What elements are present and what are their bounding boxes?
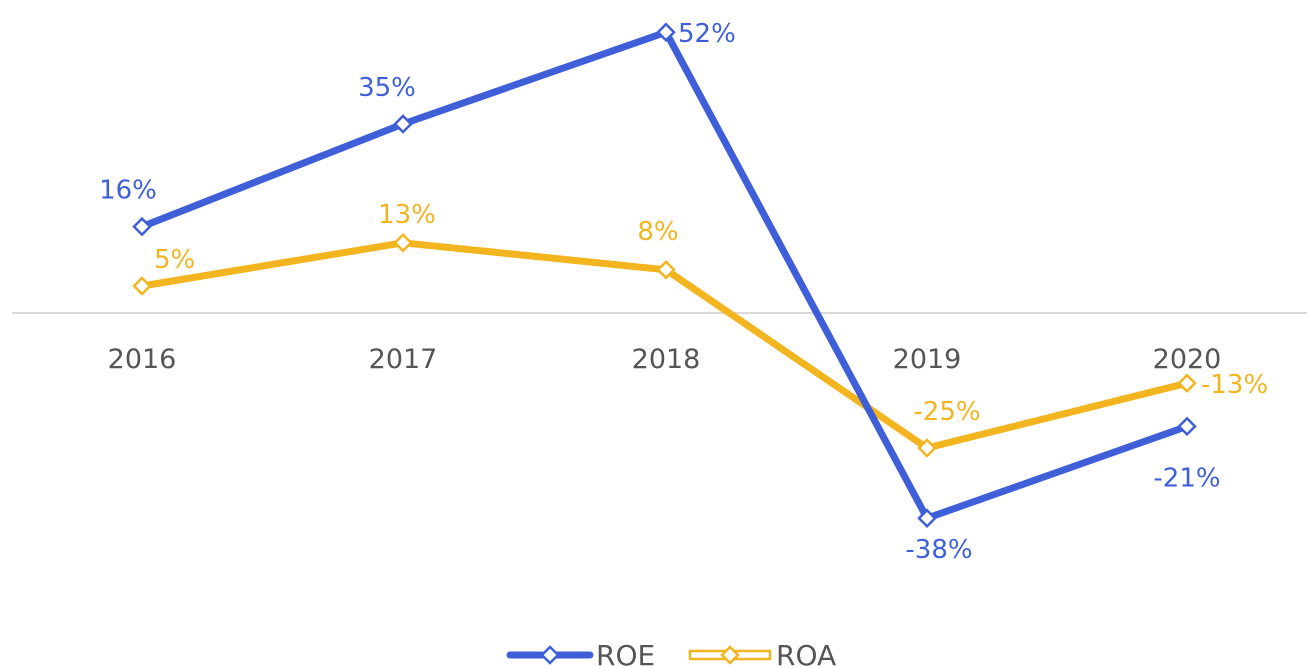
data-point-marker bbox=[917, 438, 937, 458]
legend: ROE ROA bbox=[506, 639, 836, 668]
legend-item-roe: ROE bbox=[506, 639, 655, 668]
legend-marker bbox=[540, 645, 560, 665]
x-tick-label: 2018 bbox=[632, 344, 701, 375]
data-label-roa: 13% bbox=[378, 200, 436, 230]
data-label-roe: 35% bbox=[358, 73, 416, 103]
data-label-roa: 8% bbox=[637, 217, 678, 247]
data-label-roe: -38% bbox=[905, 535, 972, 565]
data-point-marker bbox=[132, 216, 152, 237]
x-tick-label: 2016 bbox=[108, 344, 177, 375]
data-point-marker bbox=[656, 22, 676, 42]
series-markers bbox=[132, 22, 1197, 528]
data-labels: 16% 35% 52% -38% -21% 5% 13% 8% -25% -13% bbox=[99, 19, 1268, 565]
legend-label: ROE bbox=[596, 639, 655, 668]
data-label-roa: 5% bbox=[154, 245, 195, 275]
data-label-roe: 52% bbox=[678, 19, 736, 49]
legend-item-roa: ROA bbox=[688, 639, 836, 668]
data-point-marker bbox=[1177, 373, 1197, 393]
data-point-marker bbox=[1177, 416, 1197, 437]
data-point-marker bbox=[132, 276, 152, 296]
data-point-marker bbox=[656, 260, 676, 280]
data-label-roe: 16% bbox=[99, 176, 157, 206]
data-point-marker bbox=[393, 233, 413, 253]
x-tick-label: 2019 bbox=[893, 344, 962, 375]
data-label-roa: -13% bbox=[1201, 370, 1268, 400]
x-tick-label: 2017 bbox=[369, 344, 438, 375]
data-label-roe: -21% bbox=[1153, 463, 1220, 493]
data-point-marker bbox=[917, 508, 937, 528]
data-point-marker bbox=[393, 114, 413, 134]
data-label-roa: -25% bbox=[913, 397, 980, 427]
legend-marker bbox=[720, 645, 740, 665]
legend-label: ROA bbox=[776, 639, 836, 668]
x-axis-tick-labels: 2016 2017 2018 2019 2020 bbox=[108, 344, 1222, 375]
x-tick-label: 2020 bbox=[1153, 344, 1222, 375]
